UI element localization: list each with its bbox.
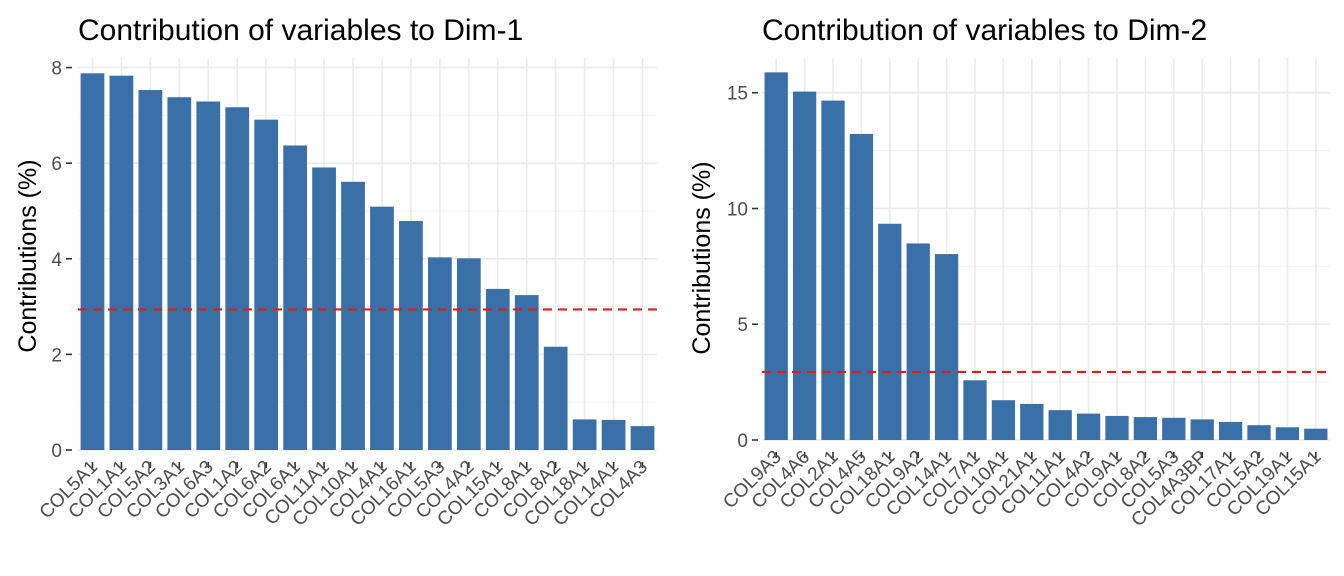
y-tick-label: 0: [51, 441, 62, 462]
bar-col2a1: [821, 100, 845, 440]
chart-dim-2: Contribution of variables to Dim-2 Contr…: [688, 14, 1330, 531]
bar-col10a1: [341, 181, 365, 450]
bar-col4a1: [370, 206, 394, 450]
y-tick-label: 5: [737, 315, 748, 336]
y-axis-label: Contributions (%): [688, 161, 716, 354]
bar-col15a1: [1304, 428, 1328, 440]
y-tick-label: 8: [51, 59, 62, 80]
bar-col8a2: [543, 346, 568, 450]
bar-col17a1: [1218, 421, 1243, 440]
chart-title: Contribution of variables to Dim-2: [762, 14, 1207, 47]
bar-col1a1: [109, 75, 134, 450]
y-axis: 0 2 4 6 8: [51, 59, 72, 462]
y-tick-label: 10: [727, 199, 748, 220]
bar-col4a6: [792, 91, 817, 440]
bar-col9a3: [764, 72, 788, 440]
bar-col3a1: [167, 97, 192, 450]
bar-col11a1: [1048, 410, 1072, 440]
bar-col19a1: [1275, 427, 1300, 440]
bar-col6a2: [254, 119, 279, 451]
bar-col5a2: [138, 90, 163, 450]
bar-col6a3: [196, 101, 221, 450]
bars: [80, 73, 655, 451]
bar-col4a3: [630, 426, 655, 450]
bar-col4a2: [456, 258, 481, 450]
y-tick-label: 2: [51, 345, 62, 366]
bar-col16a1: [399, 221, 423, 450]
bar-col18a1: [572, 419, 597, 450]
bar-col8a2: [1133, 417, 1158, 440]
bar-col6a1: [283, 145, 307, 451]
chart-title: Contribution of variables to Dim-1: [78, 14, 523, 47]
y-tick-label: 15: [727, 84, 748, 105]
bar-col5a3: [428, 257, 452, 450]
bar-col9a1: [1105, 415, 1129, 440]
y-tick-label: 0: [737, 431, 748, 452]
y-tick-label: 4: [51, 250, 62, 271]
bar-col18a1: [878, 223, 902, 440]
y-axis-label: Contributions (%): [14, 159, 42, 352]
bar-col4a5: [849, 133, 874, 441]
bar-col21a1: [1020, 403, 1044, 440]
bar-col15a1: [485, 288, 510, 450]
x-axis: COL9A3COL4A6COL2A1COL4A5COL18A1COL9A2COL…: [719, 447, 1325, 531]
bar-col8a1: [514, 295, 539, 450]
bar-col4a2: [1076, 413, 1101, 440]
chart-dim-1: Contribution of variables to Dim-1 Contr…: [14, 14, 657, 531]
y-tick-label: 6: [51, 154, 62, 175]
bar-col10a1: [991, 400, 1016, 440]
y-axis: 0 5 10 15: [727, 84, 758, 452]
grid-lines: [78, 58, 657, 451]
x-axis: COL5A1COL1A1COL5A2COL3A1COL6A3COL1A2COL6…: [36, 457, 652, 531]
grid-lines: [762, 58, 1330, 441]
bar-col9a2: [906, 243, 930, 440]
bars: [764, 72, 1328, 441]
bar-col5a1: [80, 73, 105, 451]
bar-col4a3bp: [1190, 419, 1214, 440]
bar-col7a1: [963, 380, 987, 440]
bar-col5a2: [1247, 425, 1271, 440]
bar-col14a1: [601, 419, 626, 450]
bar-col1a2: [225, 107, 250, 451]
bar-col14a1: [934, 254, 959, 440]
bar-col5a3: [1162, 417, 1186, 440]
